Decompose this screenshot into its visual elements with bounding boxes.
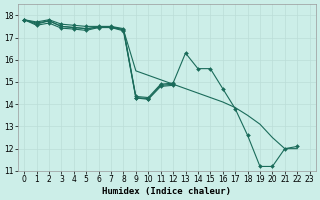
X-axis label: Humidex (Indice chaleur): Humidex (Indice chaleur) — [102, 187, 231, 196]
